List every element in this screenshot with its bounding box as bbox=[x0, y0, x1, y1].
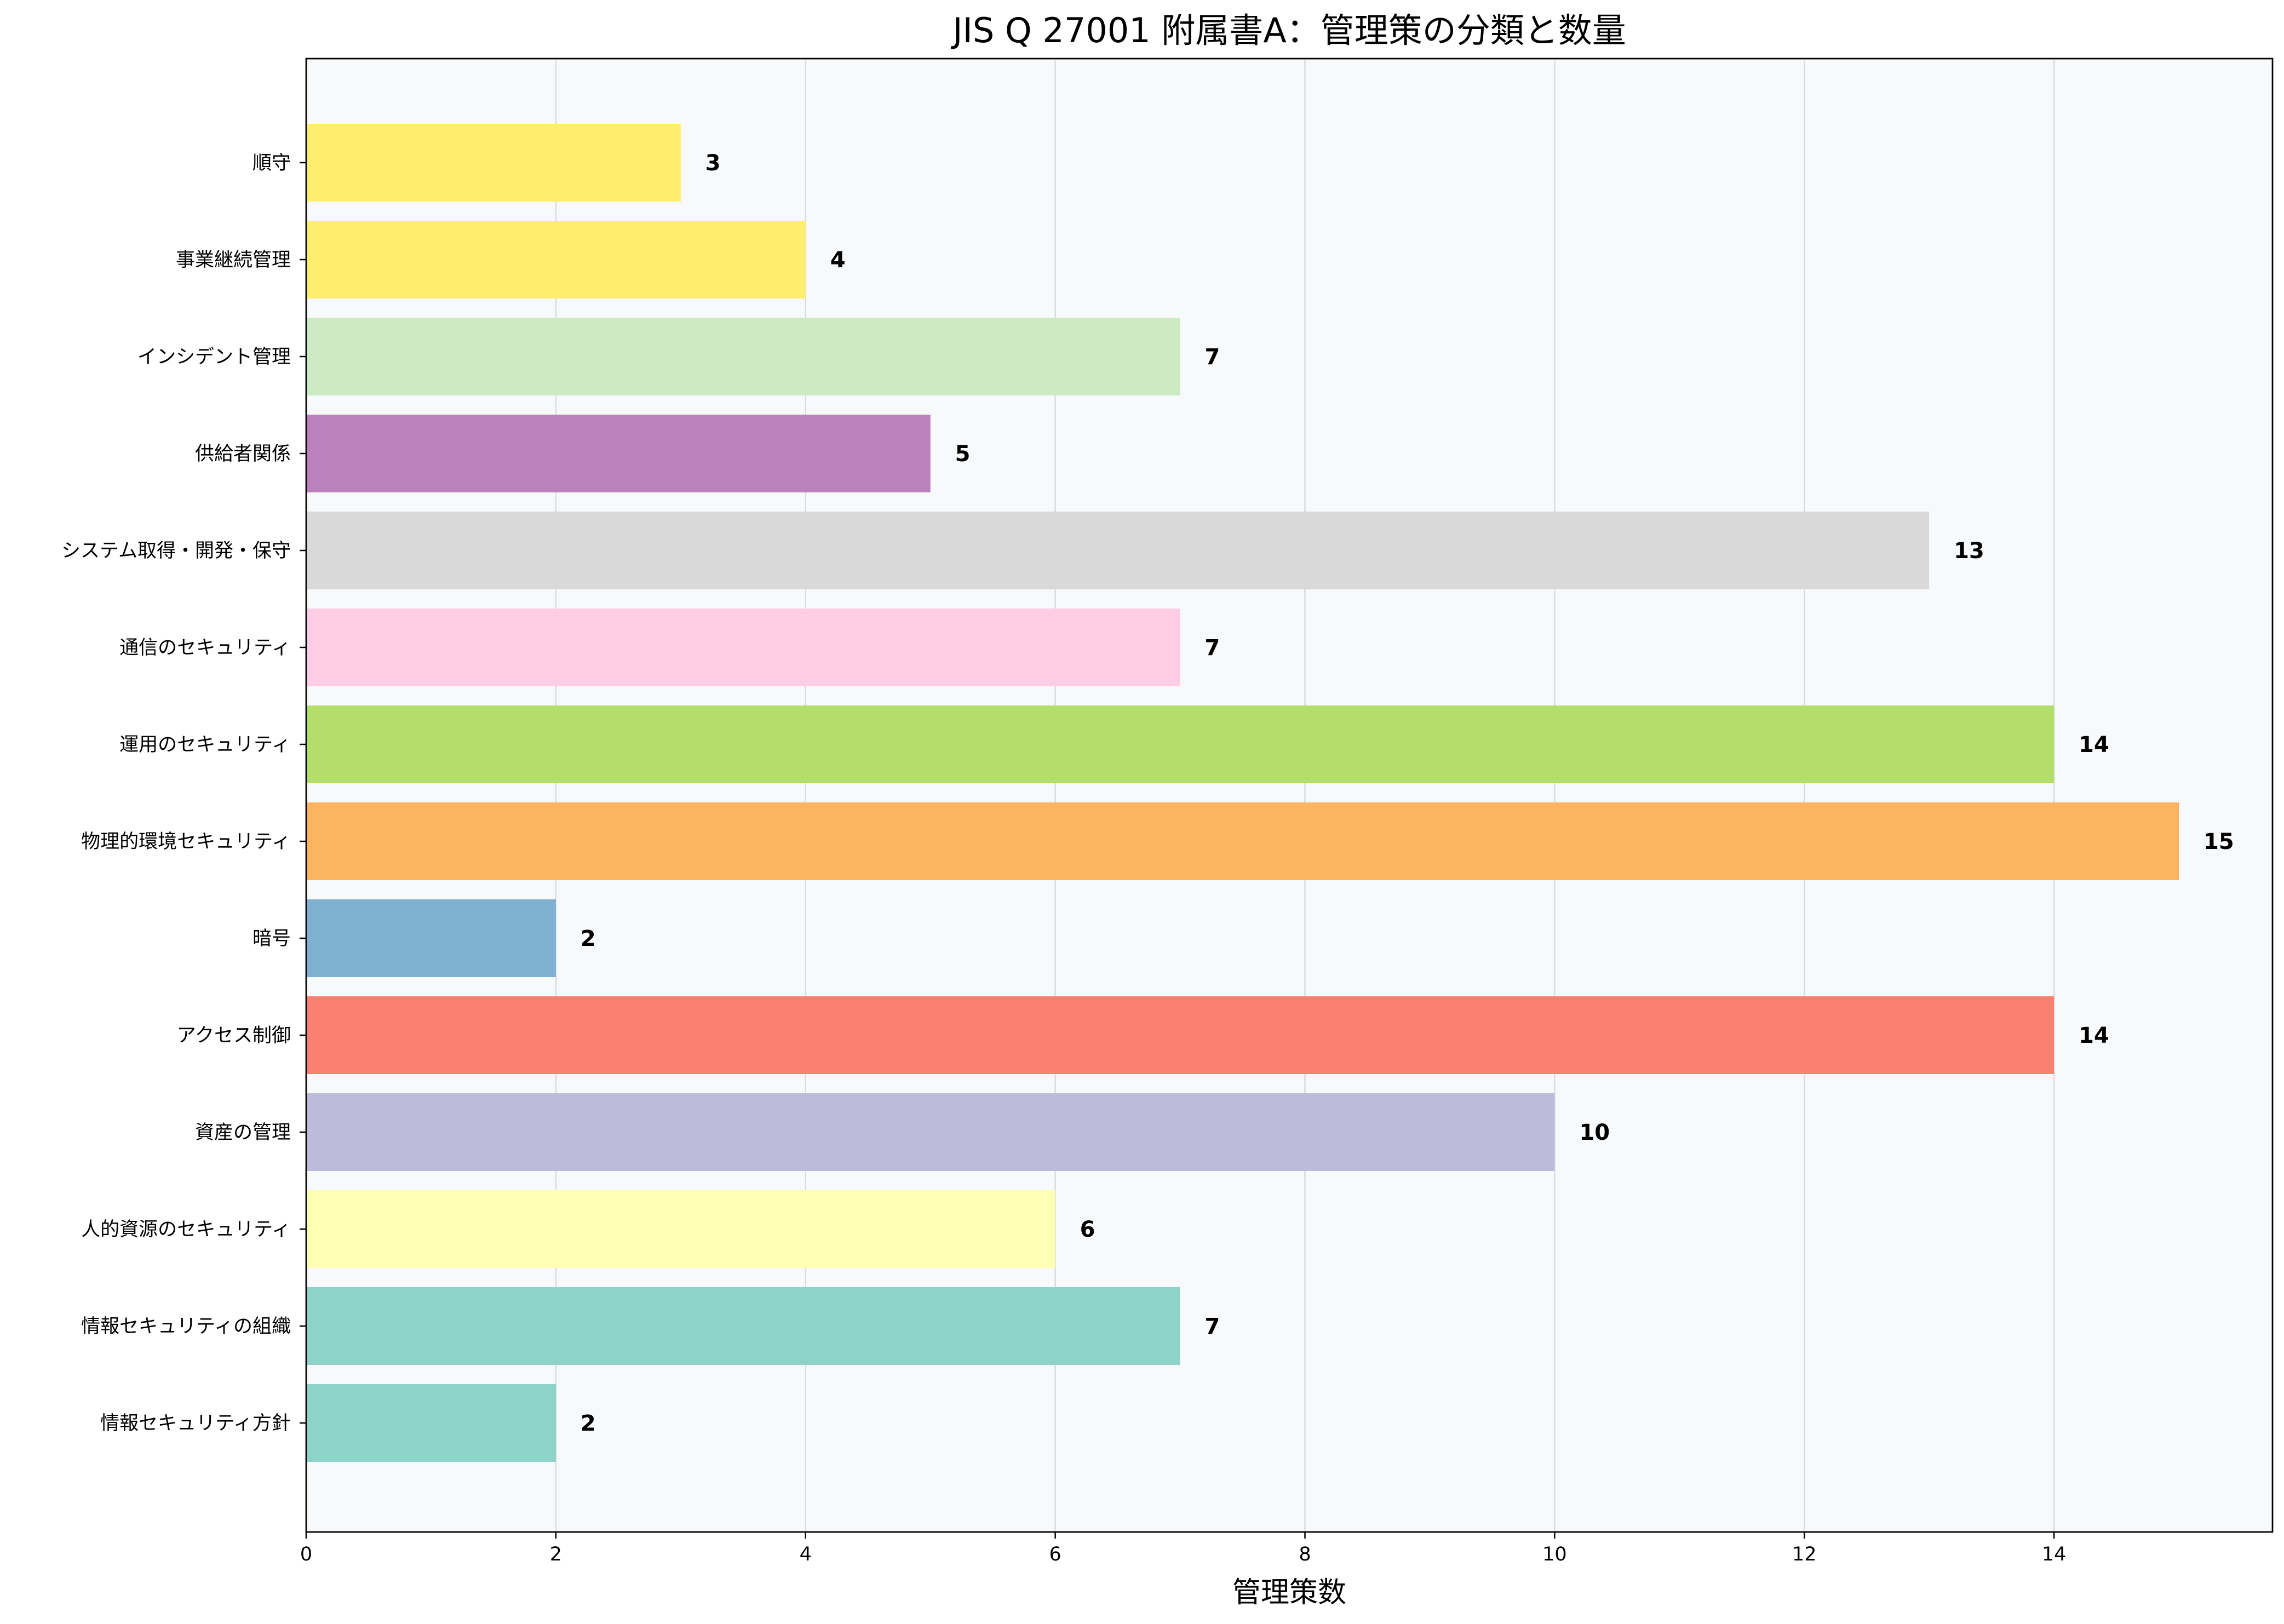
data-label: 4 bbox=[830, 248, 846, 273]
x-tick-label: 2 bbox=[550, 1543, 562, 1565]
data-label: 13 bbox=[1954, 538, 1984, 564]
chart-title: JIS Q 27001 附属書A：管理策の分類と数量 bbox=[950, 10, 1626, 50]
data-label: 14 bbox=[2079, 732, 2109, 758]
y-tick-label: アクセス制御 bbox=[177, 1025, 291, 1047]
data-label: 2 bbox=[581, 926, 596, 951]
bar bbox=[306, 899, 556, 977]
x-axis: 0 2 4 6 8 10 12 14 bbox=[300, 1532, 2067, 1565]
x-tick-label: 14 bbox=[2042, 1543, 2067, 1565]
x-grid bbox=[555, 59, 2055, 1532]
x-tick-label: 12 bbox=[1792, 1543, 1817, 1565]
data-label: 10 bbox=[1579, 1120, 1610, 1145]
bar bbox=[306, 124, 681, 202]
bars bbox=[306, 124, 2179, 1462]
bar bbox=[306, 802, 2179, 880]
y-tick-label: 資産の管理 bbox=[195, 1122, 291, 1144]
data-label: 15 bbox=[2203, 829, 2234, 854]
data-label: 7 bbox=[1205, 345, 1220, 370]
data-label: 5 bbox=[955, 441, 971, 467]
x-tick-label: 8 bbox=[1299, 1543, 1311, 1565]
x-tick-label: 4 bbox=[800, 1543, 812, 1565]
data-label: 7 bbox=[1205, 635, 1220, 661]
y-tick-label: 供給者関係 bbox=[195, 443, 291, 465]
data-label: 7 bbox=[1205, 1314, 1220, 1339]
data-label: 6 bbox=[1080, 1217, 1095, 1242]
bar bbox=[306, 512, 1930, 589]
y-tick-label: 情報セキュリティの組織 bbox=[81, 1316, 291, 1338]
y-tick-label: インシデント管理 bbox=[137, 346, 291, 368]
bar bbox=[306, 1190, 1055, 1268]
y-tick-label: 順守 bbox=[252, 152, 291, 174]
bar bbox=[306, 609, 1180, 686]
data-label: 14 bbox=[2079, 1023, 2109, 1048]
y-tick-label: 運用のセキュリティ bbox=[119, 734, 291, 756]
bar bbox=[306, 1287, 1180, 1365]
x-tick-label: 6 bbox=[1049, 1543, 1061, 1565]
y-tick-label: 通信のセキュリティ bbox=[119, 637, 291, 659]
x-tick-label: 0 bbox=[300, 1543, 312, 1565]
y-tick-label: 人的資源のセキュリティ bbox=[81, 1219, 291, 1241]
y-tick-label: 暗号 bbox=[252, 928, 291, 950]
data-label: 2 bbox=[581, 1411, 596, 1436]
y-tick-label: 情報セキュリティ方針 bbox=[100, 1413, 291, 1434]
data-label: 3 bbox=[705, 151, 721, 176]
x-axis-label: 管理策数 bbox=[1232, 1576, 1346, 1609]
bar bbox=[306, 1093, 1555, 1171]
x-tick-label: 10 bbox=[1542, 1543, 1567, 1565]
bar bbox=[306, 221, 806, 299]
bar bbox=[306, 705, 2055, 783]
y-tick-label: 物理的環境セキュリティ bbox=[81, 831, 291, 853]
y-tick-label: 事業継続管理 bbox=[176, 249, 291, 271]
plot-area bbox=[305, 58, 2274, 1533]
bar bbox=[306, 996, 2055, 1074]
plot-frame bbox=[305, 58, 2274, 1533]
bar bbox=[306, 1384, 556, 1462]
bar bbox=[306, 318, 1180, 395]
y-tick-label: システム取得・開発・保守 bbox=[61, 540, 291, 562]
bar bbox=[306, 415, 931, 492]
value-labels: 2 7 6 10 14 2 15 14 7 13 5 7 4 3 bbox=[581, 151, 2234, 1436]
